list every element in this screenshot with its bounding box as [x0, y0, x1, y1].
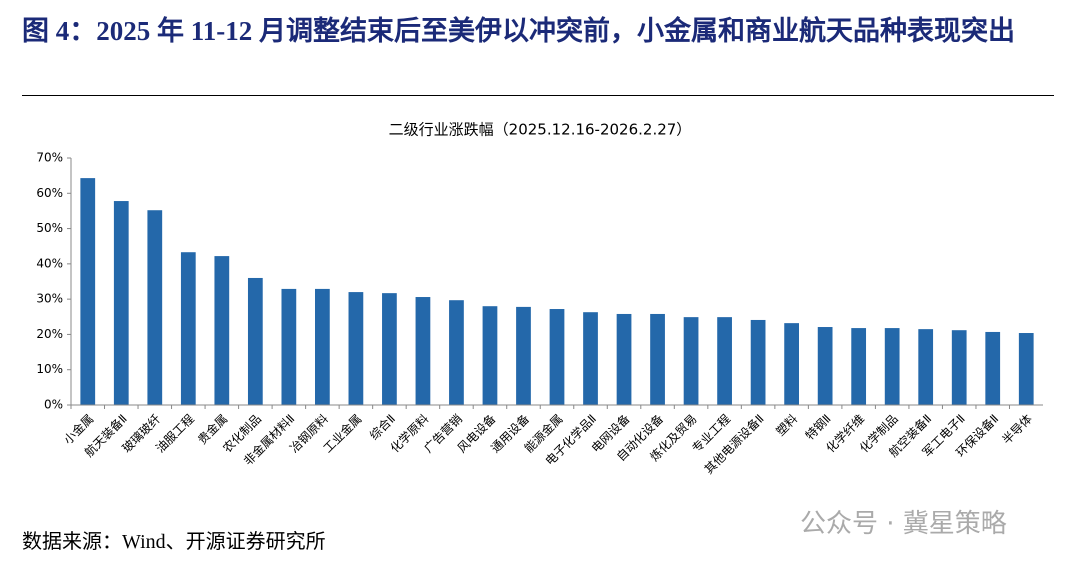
- y-tick-label: 30%: [36, 292, 63, 306]
- bar: [348, 292, 364, 405]
- y-tick-label: 60%: [36, 186, 63, 200]
- bar: [951, 330, 967, 405]
- bar: [1018, 333, 1034, 405]
- bar: [382, 293, 397, 405]
- bar: [549, 309, 565, 405]
- watermark: 公众号 · 冀星策略: [800, 509, 1007, 539]
- bar: [583, 312, 598, 405]
- y-tick-label: 70%: [36, 151, 63, 165]
- bar: [415, 297, 431, 405]
- bar: [147, 210, 163, 405]
- bar: [180, 252, 196, 405]
- bar: [750, 319, 766, 405]
- title-rule: [22, 95, 1054, 96]
- bar: [214, 256, 230, 405]
- bar: [616, 313, 632, 405]
- y-tick-label: 40%: [36, 256, 63, 270]
- bar: [281, 288, 297, 405]
- bar: [784, 323, 799, 405]
- x-tick-label: 综合Ⅱ: [366, 411, 398, 443]
- y-tick-label: 20%: [36, 327, 63, 341]
- bar: [113, 201, 129, 405]
- bar: [80, 178, 96, 405]
- bar: [315, 288, 330, 405]
- bar: [884, 328, 900, 405]
- bar: [985, 331, 1001, 405]
- page-title: 图 4：2025 年 11-12 月调整结束后至美伊以冲突前，小金属和商业航天品…: [22, 16, 1016, 46]
- bar: [482, 306, 498, 405]
- bar: [717, 317, 732, 405]
- chart: 二级行业涨跌幅（2025.12.16-2026.2.27） 0% 10% 20% 30…: [36, 121, 1043, 477]
- source-note: 数据来源：Wind、开源证券研究所: [22, 531, 326, 553]
- chart-title: 二级行业涨跌幅（2025.12.16-2026.2.27）: [389, 121, 692, 139]
- bar: [918, 329, 934, 405]
- x-tick-label: 半导体: [999, 412, 1034, 447]
- x-tick-label: 塑料: [773, 411, 801, 439]
- bar: [650, 313, 665, 405]
- x-tick-label: 其他电源设备Ⅱ: [702, 412, 767, 477]
- bar: [683, 317, 699, 405]
- bar: [516, 306, 531, 405]
- y-tick-label: 50%: [36, 221, 63, 235]
- x-tick-label: 特钢Ⅱ: [802, 411, 834, 443]
- y-tick-label: 10%: [36, 362, 63, 376]
- bar: [449, 300, 464, 405]
- bar: [817, 327, 833, 405]
- y-tick-label: 0%: [44, 398, 63, 412]
- bar: [851, 328, 867, 405]
- bar: [247, 277, 263, 405]
